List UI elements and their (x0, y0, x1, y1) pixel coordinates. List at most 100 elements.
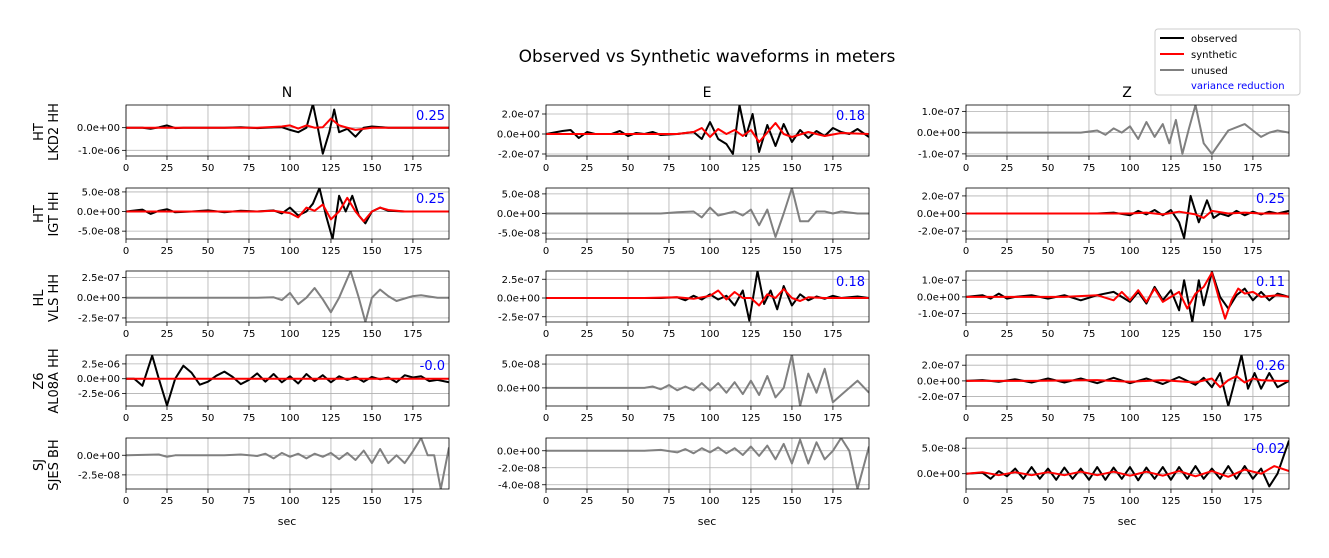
x-tick-label: 25 (1001, 329, 1014, 340)
figure-title: Observed vs Synthetic waveforms in meter… (519, 47, 896, 67)
legend-synthetic-label: synthetic (1191, 50, 1237, 61)
y-tick-label: -2.5e-07 (78, 313, 120, 324)
x-tick-label: 50 (622, 496, 635, 507)
axes-frame (125, 187, 450, 240)
y-tick-label: -2.0e-08 (498, 463, 540, 474)
x-tick-label: 125 (1161, 246, 1180, 257)
x-tick-label: 175 (403, 413, 422, 424)
x-tick-label: 25 (1001, 163, 1014, 174)
panel-r2-e: 0 25 50 75 100 125 150 175 2.5e-07 0.0e+00 -2.5e-0… (497, 270, 870, 340)
x-tick-label: 0 (543, 413, 549, 424)
x-tick-label: 75 (663, 496, 676, 507)
x-tick-label: 25 (581, 496, 594, 507)
x-tick-label: 75 (243, 496, 256, 507)
row-label-3: Z6 AL08A HH (32, 348, 62, 413)
x-tick-label: 75 (1083, 246, 1096, 257)
row-station-label: IGT HH (47, 191, 62, 236)
row-label-1: HT IGT HH (32, 191, 62, 236)
x-tick-label: 100 (280, 496, 299, 507)
row-network-label: HT (32, 205, 47, 223)
x-tick-label: 25 (581, 413, 594, 424)
x-tick-label: 125 (321, 329, 340, 340)
x-tick-label: 0 (123, 246, 129, 257)
x-tick-label: 150 (782, 163, 801, 174)
axes-frame (545, 104, 870, 157)
observed-trace (126, 355, 449, 406)
x-tick-label: 75 (663, 246, 676, 257)
x-tick-label: 175 (823, 413, 842, 424)
x-tick-label: 150 (782, 413, 801, 424)
synthetic-trace (966, 209, 1289, 219)
panel-r0-z: 0 25 50 75 100 125 150 175 1.0e-07 0.0e+00 -1.0e-0… (917, 104, 1290, 174)
x-tick-label: 125 (321, 246, 340, 257)
x-tick-label: 0 (963, 496, 969, 507)
variance-reduction-label: 0.25 (416, 109, 445, 124)
x-tick-label: 175 (403, 163, 422, 174)
row-label-4: SJ SJES BH (32, 439, 62, 490)
row-station-label: VLS HH (47, 274, 62, 322)
y-tick-label: 0.0e+00 (497, 383, 540, 394)
y-tick-label: 2.5e-07 (502, 275, 540, 286)
axes-frame (965, 104, 1290, 157)
variance-reduction-label: -0.02 (1251, 442, 1285, 457)
axes-frame (545, 270, 870, 323)
x-tick-label: 25 (161, 246, 174, 257)
panels: 0 25 50 75 100 125 150 175 0.0e+00 -1.0e-06 0.25 0 2… (77, 104, 1290, 507)
variance-reduction-label: 0.26 (1256, 359, 1285, 374)
x-axis-label-n: sec (278, 515, 297, 528)
y-tick-label: -5.0e-08 (78, 227, 120, 238)
unused-trace (126, 271, 449, 322)
x-tick-label: 100 (280, 163, 299, 174)
x-tick-label: 50 (1042, 496, 1055, 507)
x-tick-label: 25 (1001, 496, 1014, 507)
x-tick-label: 0 (963, 413, 969, 424)
y-tick-label: 0.0e+00 (497, 209, 540, 220)
y-tick-label: 5.0e-08 (922, 444, 960, 455)
row-station-label: AL08A HH (47, 348, 62, 413)
variance-reduction-label: 0.18 (836, 109, 865, 124)
x-tick-label: 50 (1042, 413, 1055, 424)
row-network-label: HL (32, 289, 47, 307)
axes-frame (965, 437, 1290, 490)
y-tick-label: 5.0e-08 (502, 189, 540, 200)
x-tick-label: 125 (321, 413, 340, 424)
axes-frame (545, 354, 870, 407)
panel-r2-n: 0 25 50 75 100 125 150 175 2.5e-07 0.0e+00 -2.5e-0… (77, 270, 450, 340)
column-title-e: E (703, 85, 712, 101)
x-tick-label: 150 (362, 246, 381, 257)
x-tick-label: 25 (161, 413, 174, 424)
unused-trace (546, 188, 869, 238)
synthetic-trace (546, 288, 869, 307)
y-tick-label: -1.0e-07 (918, 309, 960, 320)
synthetic-trace (126, 117, 449, 131)
y-tick-label: 0.0e+00 (497, 294, 540, 305)
x-tick-label: 100 (700, 246, 719, 257)
x-tick-label: 50 (1042, 246, 1055, 257)
legend-observed-label: observed (1191, 34, 1237, 45)
x-tick-label: 150 (782, 246, 801, 257)
x-tick-label: 50 (622, 246, 635, 257)
x-tick-label: 50 (622, 329, 635, 340)
x-tick-label: 100 (280, 246, 299, 257)
y-tick-label: 0.0e+00 (77, 207, 120, 218)
x-tick-label: 75 (1083, 329, 1096, 340)
x-tick-label: 125 (1161, 413, 1180, 424)
x-tick-label: 25 (1001, 413, 1014, 424)
axes-frame (125, 270, 450, 323)
variance-reduction-label: 0.25 (416, 192, 445, 207)
x-tick-label: 50 (202, 496, 215, 507)
x-tick-label: 175 (823, 329, 842, 340)
x-tick-label: 150 (362, 329, 381, 340)
y-tick-label: 2.0e-07 (502, 110, 540, 121)
axes-frame (125, 354, 450, 407)
x-tick-label: 75 (243, 413, 256, 424)
axes-frame (545, 437, 870, 490)
panel-r3-z: 0 25 50 75 100 125 150 175 2.0e-07 0.0e+00 -2.0e-0… (917, 354, 1290, 424)
x-tick-label: 50 (202, 163, 215, 174)
x-tick-label: 25 (581, 329, 594, 340)
y-tick-label: -2.5e-06 (78, 389, 120, 400)
x-tick-label: 0 (123, 413, 129, 424)
x-tick-label: 150 (1202, 163, 1221, 174)
x-tick-label: 100 (1120, 329, 1139, 340)
panel-r4-z: 0 25 50 75 100 125 150 175 5.0e-08 0.0e+00 -0.02 (917, 437, 1290, 507)
